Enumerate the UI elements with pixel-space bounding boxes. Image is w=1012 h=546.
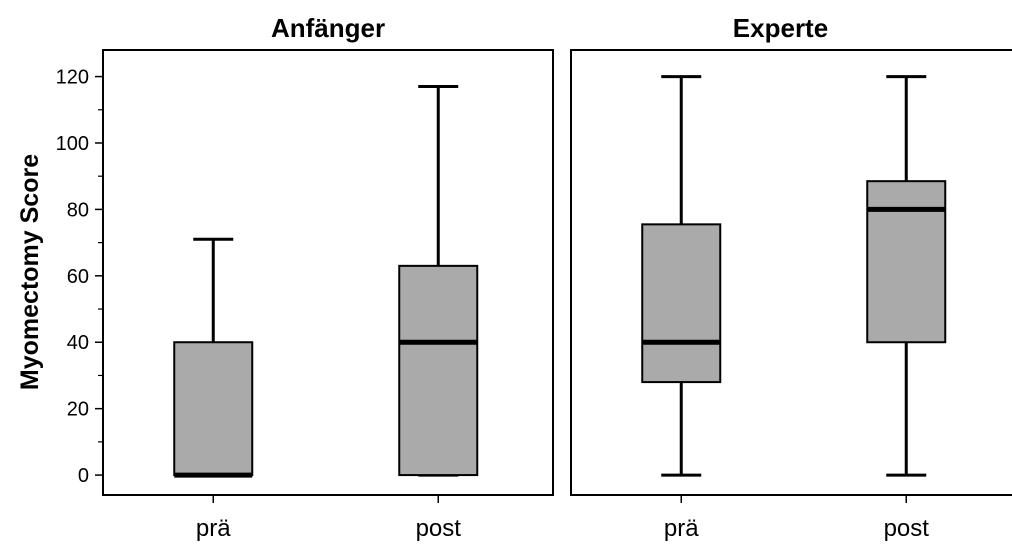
x-tick-label: post (416, 515, 462, 542)
panel-1: Anfänger prä post (102, 13, 554, 542)
y-tick-label: 60 (67, 266, 89, 288)
x-tick-label: prä (196, 515, 231, 542)
panel-title: Anfänger (271, 13, 385, 43)
box (173, 341, 254, 477)
box (641, 223, 722, 384)
panel-frame (570, 49, 1012, 496)
y-tick-label: 80 (67, 199, 89, 221)
y-tick-label: 20 (67, 399, 89, 421)
y-tick-label: 100 (56, 133, 89, 155)
y-tick-label: 0 (78, 465, 89, 487)
box (866, 180, 947, 344)
panel-2: Experte prä post (570, 13, 1012, 542)
x-tick-label: post (884, 515, 930, 542)
y-tick-label: 120 (56, 67, 89, 89)
panel-frame (102, 49, 554, 496)
panel-title: Experte (733, 13, 828, 43)
y-axis-label: Myomectomy Score (16, 154, 44, 390)
box (398, 264, 479, 477)
x-tick-label: prä (664, 515, 699, 542)
panels-group: 0 20 40 60 80 100 120 Anfänger prä post Experte prä… (56, 13, 1012, 542)
y-tick-label: 40 (67, 332, 89, 354)
